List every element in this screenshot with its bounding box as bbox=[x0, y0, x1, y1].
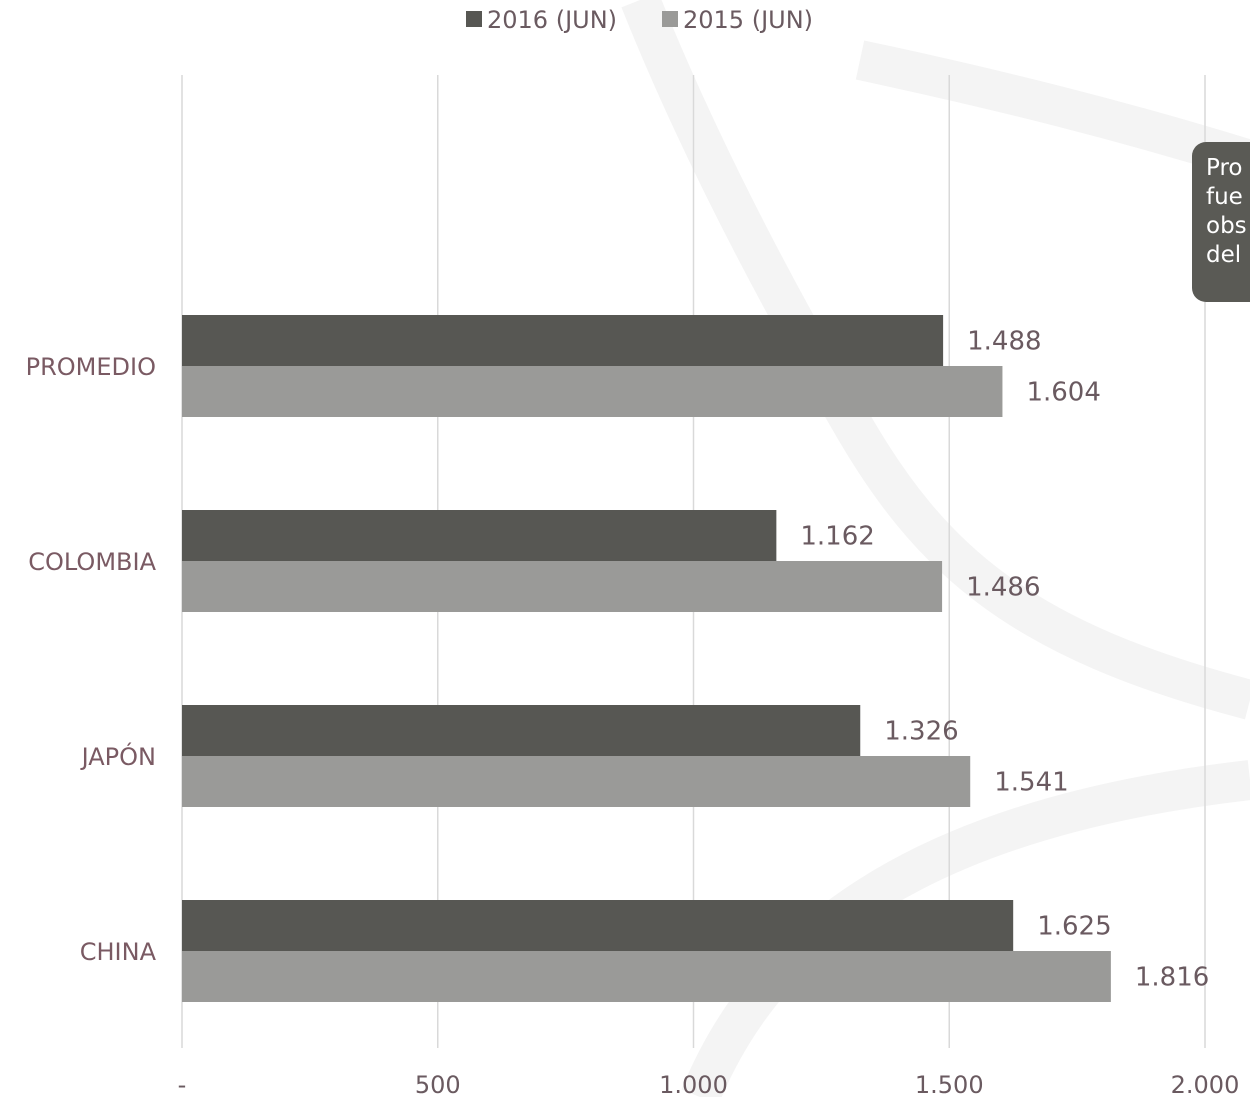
tick-label: - bbox=[178, 1071, 187, 1097]
data-label: 1.625 bbox=[1037, 912, 1111, 942]
category-labels: PROMEDIO COLOMBIA JAPÓN CHINA bbox=[26, 353, 157, 966]
bar bbox=[182, 951, 1111, 1002]
category-label: PROMEDIO bbox=[26, 353, 156, 381]
bar bbox=[182, 561, 943, 612]
data-label: 1.162 bbox=[800, 522, 874, 552]
category-label: CHINA bbox=[80, 938, 157, 966]
data-label: 1.816 bbox=[1135, 963, 1209, 993]
legend-swatch bbox=[466, 11, 482, 27]
bar bbox=[182, 900, 1014, 951]
data-labels: 1.488 1.604 1.162 1.486 1.326 1.541 1.625 1.816 bbox=[800, 327, 1209, 993]
legend-label: 2016 (JUN) bbox=[487, 6, 617, 34]
data-label: 1.541 bbox=[994, 768, 1068, 798]
category-label: COLOMBIA bbox=[28, 548, 156, 576]
data-label: 1.604 bbox=[1026, 378, 1100, 408]
tick-label: 1.000 bbox=[659, 1071, 728, 1097]
bar bbox=[182, 756, 971, 807]
legend-label: 2015 (JUN) bbox=[683, 6, 813, 34]
side-note-line: obs bbox=[1206, 213, 1247, 239]
legend: 2016 (JUN) 2015 (JUN) bbox=[466, 6, 813, 34]
category-label: JAPÓN bbox=[80, 741, 156, 771]
bar bbox=[182, 510, 777, 561]
tick-labels: - 500 1.000 1.500 2.000 bbox=[178, 1071, 1240, 1097]
tick-label: 500 bbox=[415, 1071, 461, 1097]
side-note-line: Pro bbox=[1206, 155, 1243, 181]
side-note-callout: Pro fue obs del bbox=[1192, 142, 1250, 302]
data-label: 1.326 bbox=[884, 717, 958, 747]
bars bbox=[182, 315, 1111, 1002]
data-label: 1.486 bbox=[966, 573, 1040, 603]
tick-label: 1.500 bbox=[915, 1071, 984, 1097]
side-note-line: del bbox=[1206, 242, 1242, 268]
data-label: 1.488 bbox=[967, 327, 1041, 357]
bar bbox=[182, 705, 861, 756]
tick-label: 2.000 bbox=[1171, 1071, 1240, 1097]
bar bbox=[182, 366, 1003, 417]
legend-swatch bbox=[662, 11, 678, 27]
bar bbox=[182, 315, 944, 366]
side-note-line: fue bbox=[1206, 184, 1243, 210]
